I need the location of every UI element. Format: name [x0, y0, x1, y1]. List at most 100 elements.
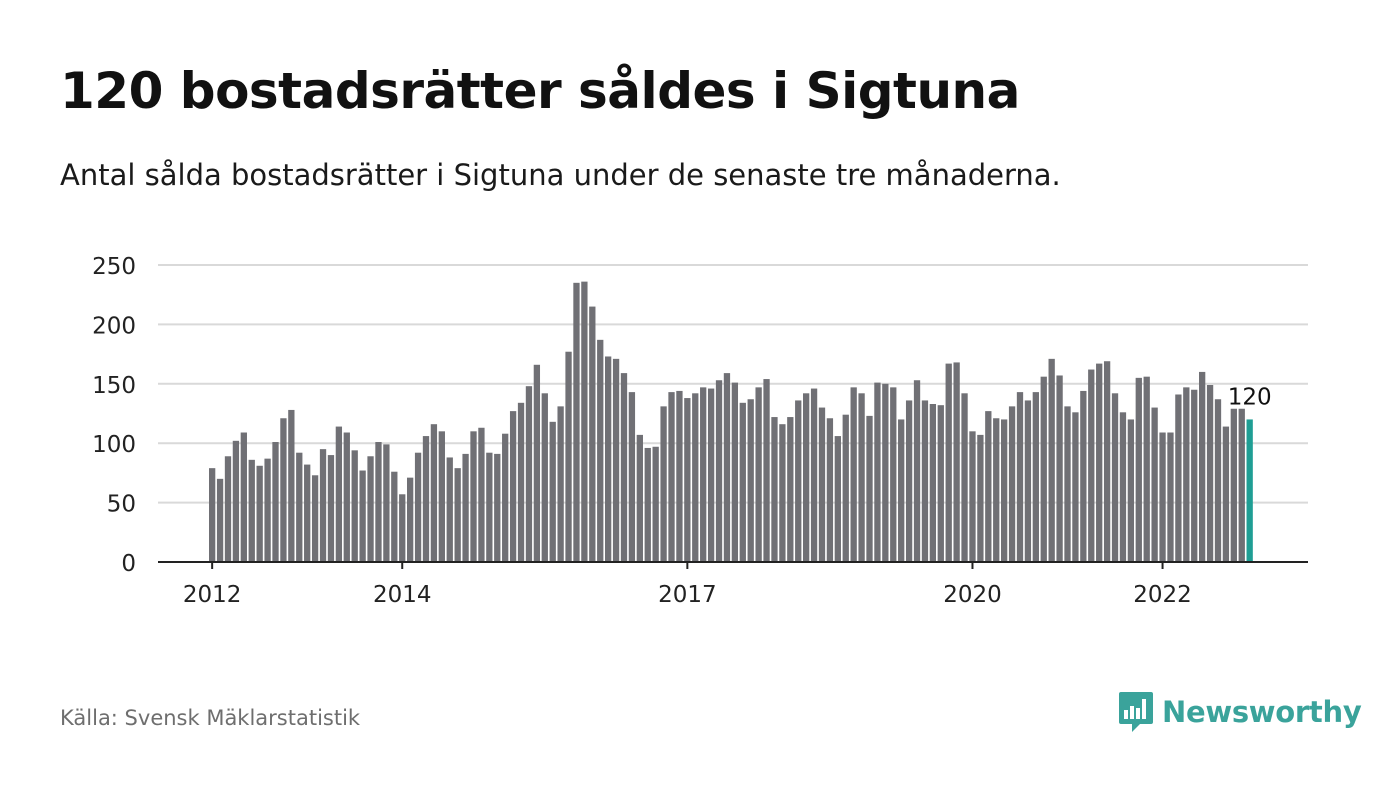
- bar: [605, 356, 612, 562]
- bar: [1183, 387, 1190, 562]
- bar: [1135, 377, 1142, 562]
- bar: [486, 452, 493, 562]
- newsworthy-logo-icon: [1119, 692, 1153, 732]
- bar: [438, 431, 445, 562]
- bar: [414, 452, 422, 562]
- bar: [905, 400, 913, 562]
- bar: [280, 418, 287, 562]
- bar: [628, 392, 636, 562]
- bar: [739, 402, 746, 562]
- bar: [969, 431, 976, 562]
- bar: [1119, 412, 1127, 562]
- bar: [612, 358, 620, 562]
- x-tick-label: 2022: [1133, 582, 1192, 608]
- bar: [1214, 399, 1222, 562]
- bar: [494, 453, 501, 562]
- bar: [803, 393, 810, 562]
- brand-name: Newsworthy: [1162, 695, 1362, 729]
- bar: [541, 393, 548, 562]
- bar: [1040, 376, 1047, 562]
- bar: [692, 393, 699, 562]
- bar: [399, 494, 406, 562]
- bar: [842, 414, 849, 562]
- bar: [517, 402, 525, 562]
- bar: [834, 436, 841, 562]
- bar: [866, 415, 873, 562]
- bar: [660, 406, 667, 562]
- bar: [858, 393, 865, 562]
- bar: [1096, 363, 1103, 562]
- bar: [1032, 392, 1039, 562]
- x-tick-label: 2020: [943, 582, 1002, 608]
- bar: [826, 418, 834, 562]
- bar: [1048, 358, 1055, 562]
- bar: [961, 393, 968, 562]
- bar: [502, 433, 509, 562]
- bar: [272, 442, 279, 562]
- bar: [913, 380, 921, 562]
- bar: [747, 399, 754, 562]
- bar: [890, 387, 897, 562]
- bar: [351, 450, 358, 562]
- last-value-label: 120: [1228, 384, 1272, 410]
- bar: [264, 458, 271, 562]
- bar: [620, 373, 628, 562]
- bar: [581, 281, 588, 562]
- bar: [644, 447, 651, 562]
- bar: [565, 351, 572, 562]
- bar: [1199, 371, 1206, 562]
- bar: [977, 434, 984, 562]
- bar: [1127, 419, 1135, 562]
- bar: [1206, 384, 1214, 562]
- bar: [549, 421, 556, 562]
- bar: [367, 456, 374, 562]
- bar: [755, 387, 762, 562]
- bar: [383, 444, 390, 562]
- bar: [652, 446, 659, 562]
- bar: [375, 442, 382, 562]
- bar: [509, 411, 517, 562]
- bar: [985, 411, 992, 562]
- bar: [240, 432, 247, 562]
- bar: [700, 387, 707, 562]
- source-note: Källa: Svensk Mäklarstatistik: [60, 706, 361, 730]
- bar: [1072, 412, 1079, 562]
- bar: [1088, 369, 1095, 562]
- bar: [1111, 393, 1119, 562]
- bar: [945, 363, 952, 562]
- bar: [1080, 390, 1087, 562]
- bar: [715, 380, 723, 562]
- bar: [1056, 375, 1063, 562]
- bar: [731, 382, 739, 562]
- bar: [850, 387, 857, 562]
- bar-latest: [1246, 419, 1253, 562]
- bar: [391, 471, 398, 562]
- bar: [1001, 419, 1008, 562]
- bar: [676, 390, 683, 562]
- bar: [311, 475, 319, 562]
- bar: [779, 424, 786, 562]
- bar: [810, 388, 818, 562]
- x-tick-label: 2014: [373, 582, 432, 608]
- bar: [1008, 406, 1016, 562]
- bar: [288, 409, 295, 562]
- bar: [1151, 407, 1158, 562]
- bar: [209, 468, 216, 562]
- y-tick-label: 250: [92, 254, 136, 280]
- page-title: 120 bostadsrätter såldes i Sigtuna: [60, 62, 1020, 120]
- bar: [953, 362, 960, 562]
- bar: [636, 434, 643, 562]
- bar: [446, 457, 453, 562]
- bar: [1024, 400, 1032, 562]
- bar: [1103, 361, 1111, 562]
- bar: [937, 405, 944, 562]
- y-tick-label: 150: [92, 373, 136, 399]
- bar: [407, 477, 414, 562]
- bar: [1016, 392, 1024, 562]
- x-axis: 2012 2014 2017 2020 2022: [183, 562, 1192, 608]
- bar: [723, 373, 731, 562]
- bar: [929, 404, 937, 562]
- y-tick-label: 0: [121, 551, 136, 577]
- bar: [296, 452, 303, 562]
- bar: [1238, 408, 1245, 562]
